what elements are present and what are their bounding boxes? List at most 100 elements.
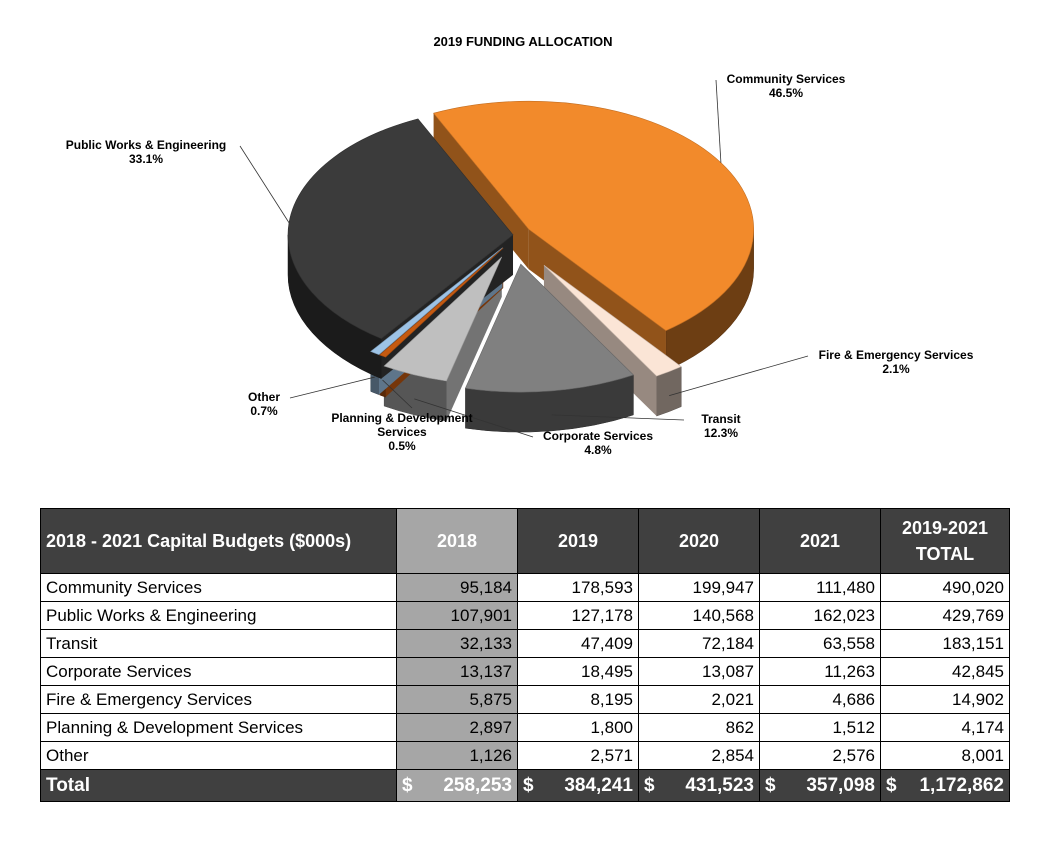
pie-slice-community-services [433, 100, 754, 331]
leader-line [715, 79, 722, 163]
pie-slice-corporate-services [383, 256, 503, 382]
table-cell: 2,897 [396, 713, 518, 742]
pie-label-name: Transit [701, 412, 741, 426]
column-header-total: 2019-2021 TOTAL [880, 508, 1010, 574]
row-label: Fire & Emergency Services [40, 685, 397, 714]
table-header-row: 2018 - 2021 Capital Budgets ($000s) 2018… [40, 508, 1010, 574]
table-row: Public Works & Engineering 107,901 127,178… [40, 601, 1010, 630]
capital-budget-table: 2018 - 2021 Capital Budgets ($000s) 2018… [40, 508, 1010, 802]
table-cell: 18,495 [517, 657, 639, 686]
table-cell: 2,571 [517, 741, 639, 770]
leader-line [669, 355, 809, 396]
pie-label: Fire & Emergency Services 2.1% [819, 348, 974, 376]
table-total-row: Total $258,253 $384,241 $431,523 $357,09… [40, 769, 1010, 802]
table-row: Transit 32,133 47,409 72,184 63,558 183,151 [40, 629, 1010, 658]
leader-line [414, 398, 534, 438]
leader-lines [239, 79, 809, 438]
pie-label-name: Other [247, 390, 281, 404]
table-cell: 178,593 [517, 573, 639, 602]
column-header-2021: 2021 [759, 508, 881, 574]
table-cell: 2,576 [759, 741, 881, 770]
pie-slice-fire-emergency-services [543, 264, 682, 377]
pie-label: Public Works & Engineering 33.1% [66, 138, 226, 166]
pie-slice-planning-development-services [379, 247, 504, 358]
column-header-2018: 2018 [396, 508, 518, 574]
pie-label: Other 0.7% [248, 390, 280, 418]
pie-label: Corporate Services 4.8% [543, 429, 653, 457]
column-header-2020: 2020 [638, 508, 760, 574]
table-cell: 862 [638, 713, 760, 742]
row-label: Other [40, 741, 397, 770]
chart-title: 2019 FUNDING ALLOCATION [433, 34, 613, 49]
leader-line [382, 379, 413, 409]
pie-label: Community Services 46.5% [727, 72, 846, 100]
table-cell: 490,020 [880, 573, 1010, 602]
table-row: Fire & Emergency Services 5,875 8,195 2,021… [40, 685, 1010, 714]
pie-label-percent: 46.5% [768, 86, 804, 100]
table-cell: 42,845 [880, 657, 1010, 686]
table-cell: 199,947 [638, 573, 760, 602]
row-label: Corporate Services [40, 657, 397, 686]
table-cell: 95,184 [396, 573, 518, 602]
pie-label-name: Community Services [726, 72, 846, 86]
table-header-title: 2018 - 2021 Capital Budgets ($000s) [40, 508, 397, 574]
pie-label-percent: 2.1% [882, 362, 910, 376]
table-cell: 1,126 [396, 741, 518, 770]
row-label: Community Services [40, 573, 397, 602]
table-cell: 47,409 [517, 629, 639, 658]
table-cell: 72,184 [638, 629, 760, 658]
pie-slice-other [370, 247, 503, 355]
table-cell: 14,902 [880, 685, 1010, 714]
table-row: Corporate Services 13,137 18,495 13,087 11,2… [40, 657, 1010, 686]
row-label: Public Works & Engineering [40, 601, 397, 630]
table-cell: 63,558 [759, 629, 881, 658]
pie-label-name: Fire & Emergency Services [818, 348, 974, 362]
pie-slice-transit [464, 263, 634, 393]
table-cell: 162,023 [759, 601, 881, 630]
total-cell: $258,253 [396, 769, 518, 802]
pie-chart [239, 79, 809, 438]
table-cell: 5,875 [396, 685, 518, 714]
leader-line [239, 145, 290, 223]
table-cell: 13,137 [396, 657, 518, 686]
table-cell: 8,001 [880, 741, 1010, 770]
table-cell: 4,686 [759, 685, 881, 714]
table-row: Other 1,126 2,571 2,854 2,576 8,001 [40, 741, 1010, 770]
total-cell: $1,172,862 [880, 769, 1010, 802]
table-cell: 2,021 [638, 685, 760, 714]
pie-label: Planning & Development Services 0.5% [317, 411, 487, 453]
table-cell: 107,901 [396, 601, 518, 630]
table-cell: 2,854 [638, 741, 760, 770]
row-label: Planning & Development Services [40, 713, 397, 742]
column-header-2019: 2019 [517, 508, 639, 574]
pie-label-name: Corporate Services [542, 429, 654, 443]
total-cell: $431,523 [638, 769, 760, 802]
table-row: Community Services 95,184 178,593 199,947 11… [40, 573, 1010, 602]
row-label: Transit [40, 629, 397, 658]
table-cell: 4,174 [880, 713, 1010, 742]
table-cell: 1,512 [759, 713, 881, 742]
leader-line [551, 414, 685, 421]
table-cell: 111,480 [759, 573, 881, 602]
pie-label-name: Planning & Development Services [331, 411, 473, 439]
pie-label-percent: 33.1% [128, 152, 164, 166]
total-label: Total [40, 769, 397, 802]
table-row: Planning & Development Services 2,897 1,80… [40, 713, 1010, 742]
pie-label-name: Public Works & Engineering [65, 138, 227, 152]
table-cell: 11,263 [759, 657, 881, 686]
pie-label: Transit 12.3% [701, 412, 740, 440]
pie-label-percent: 12.3% [703, 426, 739, 440]
total-cell: $384,241 [517, 769, 639, 802]
table-cell: 183,151 [880, 629, 1010, 658]
table-cell: 127,178 [517, 601, 639, 630]
table-cell: 13,087 [638, 657, 760, 686]
total-cell: $357,098 [759, 769, 881, 802]
pie-label-percent: 0.5% [388, 439, 416, 453]
pie-top-layer [287, 100, 754, 393]
table-cell: 32,133 [396, 629, 518, 658]
table-cell: 8,195 [517, 685, 639, 714]
pie-label-percent: 4.8% [584, 443, 612, 457]
pie-label-percent: 0.7% [250, 404, 278, 418]
table-cell: 429,769 [880, 601, 1010, 630]
leader-line [289, 376, 375, 399]
